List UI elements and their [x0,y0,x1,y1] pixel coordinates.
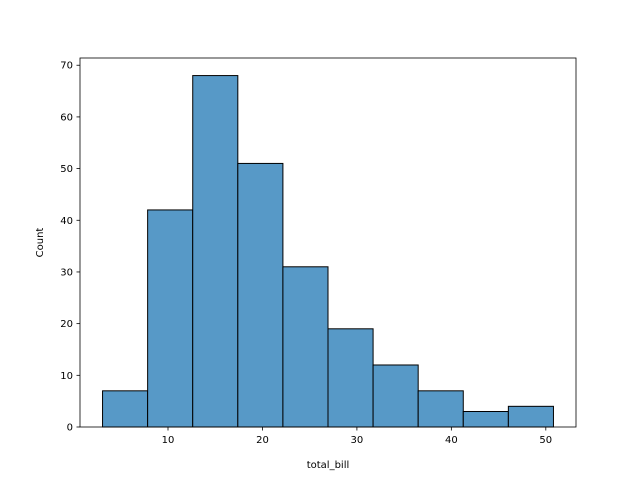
y-tick-label: 0 [67,423,73,434]
y-axis-label: Count [35,228,46,258]
y-tick-label: 40 [60,216,73,227]
histogram-bar [462,410,509,428]
y-tick-label: 50 [60,164,73,175]
y-tick-label: 10 [60,371,73,382]
histogram-bar [147,209,194,428]
histogram-bar [102,390,149,428]
x-tick-label: 40 [445,435,458,446]
histogram-bar [282,266,329,428]
y-ticks: 0 10 20 30 40 50 60 70 [60,61,80,434]
histogram-bar [372,364,419,428]
x-axis-label: total_bill [307,460,350,471]
bars-group [102,75,554,428]
x-tick-label: 30 [351,435,364,446]
x-tick-label: 10 [162,435,175,446]
x-ticks: 10 20 30 40 50 [162,427,552,446]
x-tick-label: 20 [256,435,269,446]
plot-frame [79,57,577,428]
histogram-bar [192,75,239,428]
y-tick-label: 20 [60,319,73,330]
x-tick-label: 50 [539,435,552,446]
y-tick-label: 30 [60,267,73,278]
histogram-bar [237,162,284,428]
y-tick-label: 70 [60,61,73,72]
histogram-bar [417,390,464,428]
y-tick-label: 60 [60,112,73,123]
histogram-bar [507,405,554,428]
histogram-bar [327,328,374,428]
